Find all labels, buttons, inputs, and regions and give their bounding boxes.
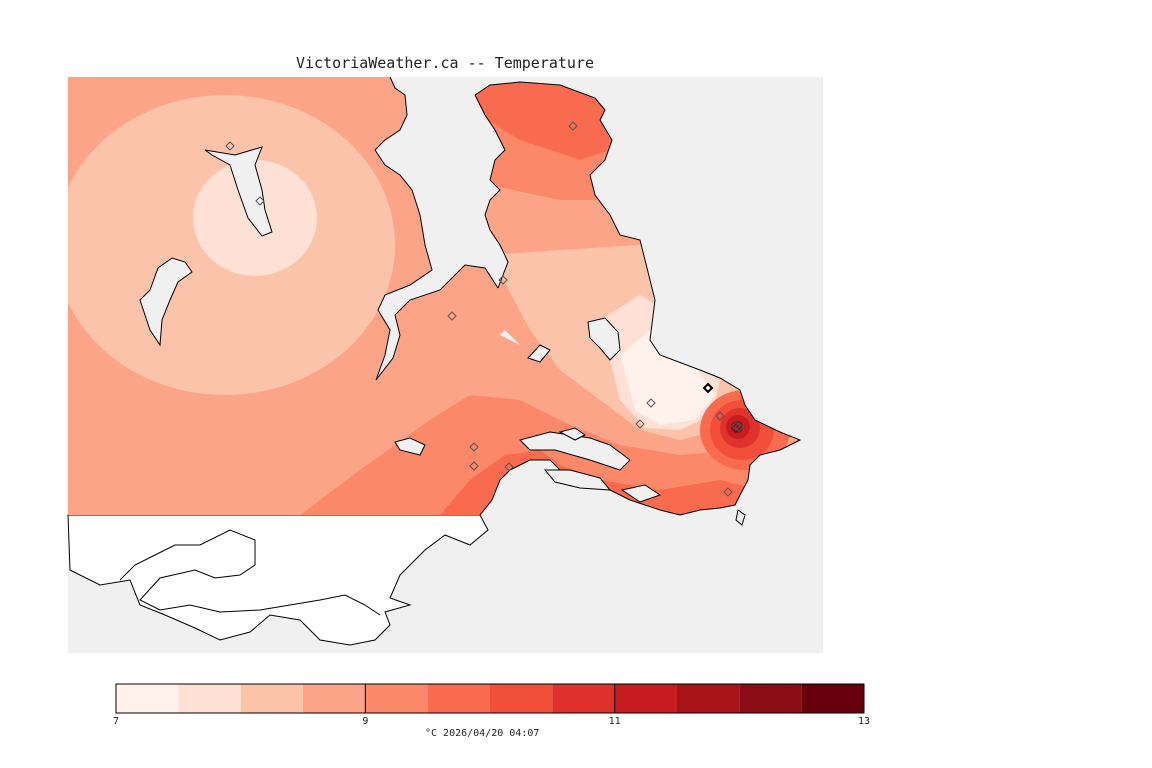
station-marker: [469, 461, 479, 471]
station-marker: [715, 411, 725, 421]
legend-tick-label: 11: [608, 716, 621, 727]
station-marker: [723, 487, 733, 497]
station-marker: [568, 121, 578, 131]
station-marker: [635, 419, 645, 429]
station-marker: [225, 141, 235, 151]
legend-bin: [240, 684, 303, 713]
legend-tick-label: 13: [857, 716, 871, 727]
legend-bin: [490, 684, 553, 713]
station-marker: [734, 422, 744, 432]
unshaded-land-south: [67, 514, 489, 646]
station-marker: [702, 382, 714, 394]
legend-bin: [427, 684, 490, 713]
station-marker: [646, 398, 656, 408]
legend-bin: [178, 684, 241, 713]
legend-bin: [801, 684, 864, 713]
station-markers: [225, 121, 744, 497]
station-marker: [498, 275, 508, 285]
station-marker: [255, 196, 265, 206]
legend-bin: [739, 684, 802, 713]
station-marker: [447, 311, 457, 321]
station-marker: [469, 442, 479, 452]
legend-bin: [116, 684, 179, 713]
legend-bin: [365, 684, 428, 713]
legend-bin: [303, 684, 366, 713]
station-marker: [504, 462, 514, 472]
map-title: VictoriaWeather.ca -- Temperature: [296, 54, 595, 72]
lakes: [139, 146, 746, 526]
legend-bin: [677, 684, 740, 713]
legend-bin: [614, 684, 677, 713]
legend-units-timestamp: °C 2026/04/20 04:07: [425, 728, 540, 739]
station-marker: [731, 421, 741, 431]
legend-tick-label: 7: [112, 716, 120, 727]
legend-bin: [552, 684, 615, 713]
legend-tick-label: 9: [362, 716, 369, 727]
legend-colorbar: [115, 683, 865, 714]
south-island-outline: [119, 529, 381, 616]
